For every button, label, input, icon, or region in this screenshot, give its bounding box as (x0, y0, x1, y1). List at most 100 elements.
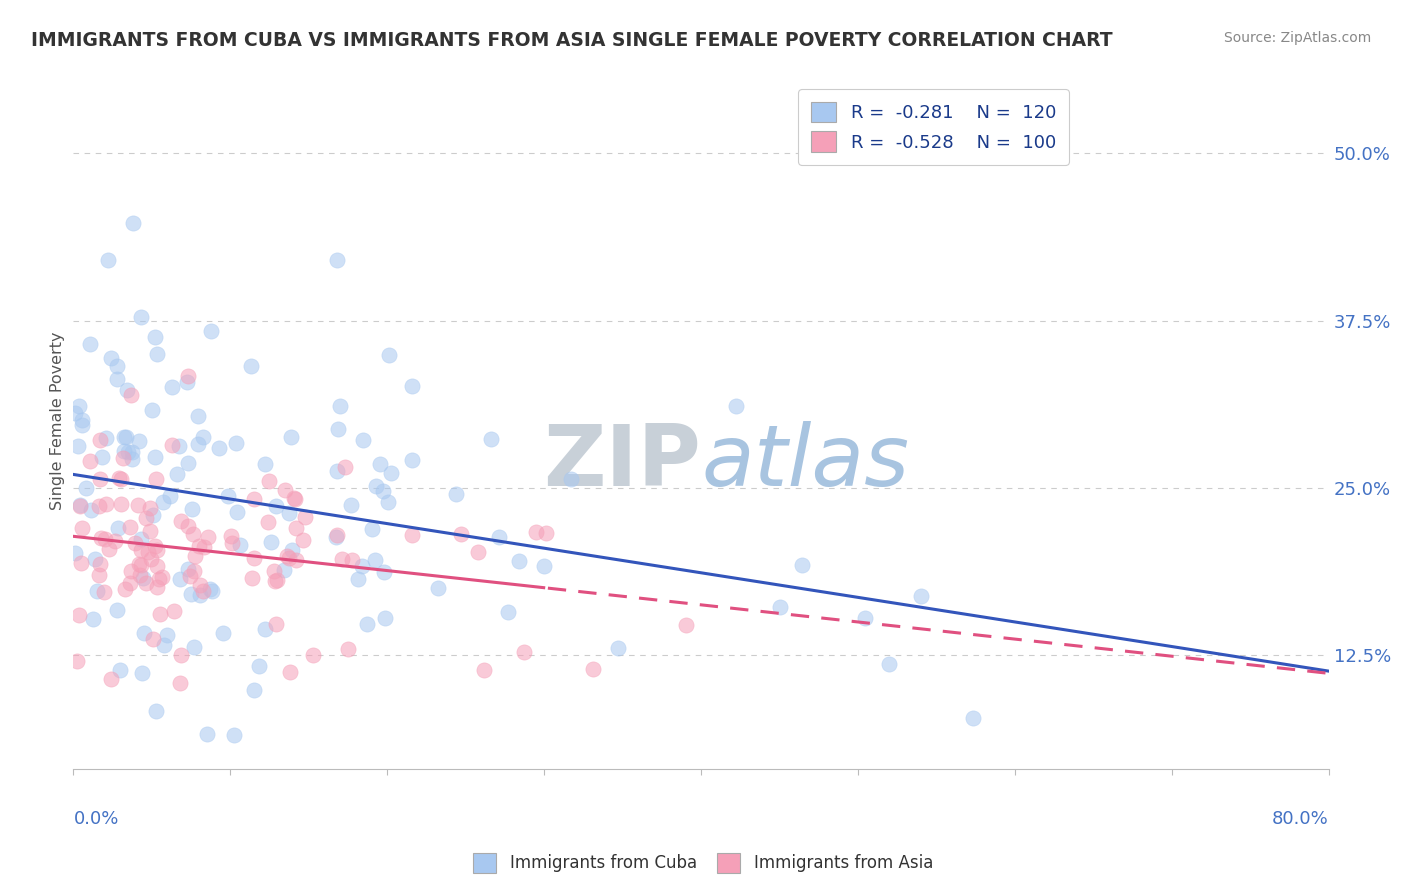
Point (181, 526, 204, 541)
Point (243, 492, 266, 507)
Point (159, 489, 181, 503)
Point (105, 603, 128, 617)
Point (145, 581, 167, 595)
Point (284, 553, 307, 567)
Point (143, 539, 166, 553)
Text: Source: ZipAtlas.com: Source: ZipAtlas.com (1223, 31, 1371, 45)
Point (180, 502, 202, 516)
Point (132, 626, 155, 640)
Point (153, 638, 176, 652)
Point (110, 472, 132, 486)
Point (325, 528, 347, 542)
Point (581, 662, 603, 676)
Point (329, 399, 352, 413)
Point (150, 570, 173, 584)
Point (180, 587, 202, 601)
Point (283, 491, 305, 506)
Point (184, 549, 207, 563)
Point (177, 456, 200, 470)
Point (302, 648, 325, 662)
Point (167, 439, 190, 453)
Point (115, 383, 138, 397)
Point (330, 552, 353, 566)
Point (145, 472, 167, 486)
Point (208, 441, 231, 455)
Point (364, 479, 387, 493)
Point (169, 572, 191, 586)
Point (80, 503, 103, 517)
Point (114, 582, 136, 596)
Point (131, 665, 153, 680)
Point (284, 491, 307, 506)
Point (63, 405, 86, 419)
Point (201, 583, 224, 598)
Point (193, 430, 215, 444)
Point (170, 514, 193, 528)
Point (94, 431, 117, 445)
Point (149, 607, 172, 622)
Point (107, 521, 129, 535)
Point (256, 515, 278, 529)
Point (212, 626, 235, 640)
Point (72, 413, 94, 427)
Point (79, 453, 101, 467)
Point (193, 540, 215, 554)
Point (243, 550, 266, 565)
Point (146, 558, 169, 573)
Point (98, 542, 121, 557)
Point (143, 450, 166, 465)
Point (607, 640, 630, 655)
Point (135, 576, 157, 591)
Point (488, 530, 510, 544)
Point (183, 564, 205, 578)
Point (145, 543, 167, 558)
Point (472, 663, 495, 677)
Point (962, 711, 984, 725)
Point (377, 495, 399, 509)
Point (240, 359, 263, 374)
Point (292, 533, 315, 548)
Point (524, 525, 547, 540)
Point (118, 575, 141, 590)
Point (264, 500, 287, 514)
Point (90, 531, 112, 545)
Point (373, 565, 395, 579)
Text: 80.0%: 80.0% (1272, 811, 1329, 829)
Point (141, 403, 163, 417)
Point (129, 543, 152, 558)
Point (110, 663, 132, 677)
Point (118, 520, 141, 534)
Point (129, 567, 152, 582)
Point (401, 453, 423, 467)
Point (179, 569, 201, 583)
Point (120, 388, 142, 402)
Point (110, 497, 132, 511)
Point (152, 495, 174, 509)
Point (191, 584, 214, 599)
Point (89, 472, 111, 486)
Point (401, 379, 423, 393)
Point (853, 611, 876, 625)
Point (90, 450, 112, 464)
Point (136, 545, 159, 559)
Point (100, 351, 122, 365)
Point (69, 499, 91, 513)
Point (129, 558, 152, 573)
Point (725, 399, 748, 413)
Point (769, 599, 792, 614)
Point (225, 435, 247, 450)
Point (146, 347, 169, 361)
Point (240, 571, 263, 585)
Point (467, 545, 489, 559)
Point (790, 558, 813, 572)
Point (910, 589, 932, 603)
Text: IMMIGRANTS FROM CUBA VS IMMIGRANTS FROM ASIA SINGLE FEMALE POVERTY CORRELATION C: IMMIGRANTS FROM CUBA VS IMMIGRANTS FROM … (31, 31, 1112, 50)
Point (247, 659, 270, 673)
Point (401, 528, 423, 542)
Point (177, 519, 200, 533)
Point (479, 432, 502, 446)
Point (107, 471, 129, 485)
Point (82, 612, 104, 626)
Point (141, 552, 163, 566)
Point (89, 433, 111, 447)
